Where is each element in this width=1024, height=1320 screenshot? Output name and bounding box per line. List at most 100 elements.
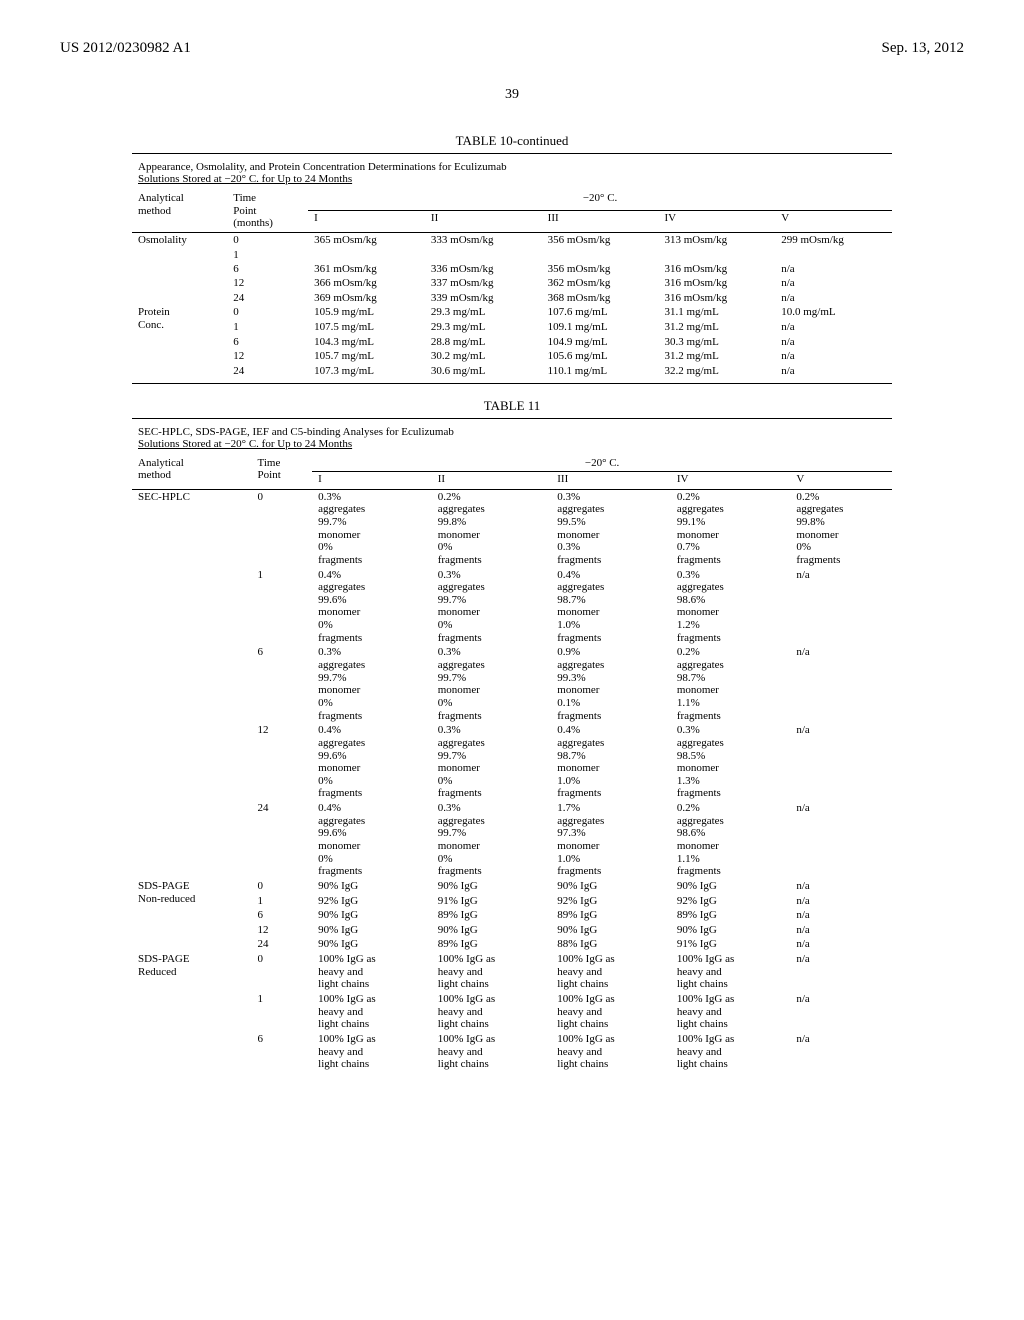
th-group: −20° C. xyxy=(308,186,892,211)
row-timepoint: 12 xyxy=(252,923,313,938)
cell-value: 100% IgG as heavy and light chains xyxy=(551,952,671,992)
cell-value: n/a xyxy=(775,276,892,291)
cell-value xyxy=(308,248,425,262)
cell-value: n/a xyxy=(790,923,892,938)
cell-value: 100% IgG as heavy and light chains xyxy=(312,952,432,992)
row-timepoint: 1 xyxy=(252,992,313,1032)
table10-subtitle1: Appearance, Osmolality, and Protein Conc… xyxy=(138,161,507,173)
cell-value: 0.2% aggregates 99.8% monomer 0% fragmen… xyxy=(790,489,892,567)
cell-value: 92% IgG xyxy=(671,894,791,909)
row-method: Osmolality xyxy=(132,232,227,305)
row-timepoint: 6 xyxy=(252,908,313,923)
cell-value: n/a xyxy=(790,894,892,909)
cell-value: 90% IgG xyxy=(551,923,671,938)
cell-value: 90% IgG xyxy=(671,879,791,894)
cell-value: 29.3 mg/mL xyxy=(425,320,542,335)
cell-value: 368 mOsm/kg xyxy=(542,291,659,306)
cell-value: 104.9 mg/mL xyxy=(542,335,659,350)
cell-value: 88% IgG xyxy=(551,937,671,952)
cell-value: 100% IgG as heavy and light chains xyxy=(671,952,791,992)
cell-value: 100% IgG as heavy and light chains xyxy=(671,992,791,1032)
cell-value: n/a xyxy=(790,992,892,1032)
row-timepoint: 0 xyxy=(252,489,313,567)
table11-subtitle1: SEC-HPLC, SDS-PAGE, IEF and C5-binding A… xyxy=(138,426,454,438)
cell-value: 336 mOsm/kg xyxy=(425,262,542,277)
cell-value: 316 mOsm/kg xyxy=(658,291,775,306)
th-method: Analytical method xyxy=(132,186,227,232)
cell-value: 90% IgG xyxy=(312,879,432,894)
cell-value: 0.3% aggregates 98.6% monomer 1.2% fragm… xyxy=(671,568,791,646)
cell-value: 30.3 mg/mL xyxy=(658,335,775,350)
cell-value xyxy=(658,248,775,262)
row-timepoint: 12 xyxy=(227,349,308,364)
cell-value: 313 mOsm/kg xyxy=(658,232,775,247)
cell-value: 369 mOsm/kg xyxy=(308,291,425,306)
cell-value: 32.2 mg/mL xyxy=(658,364,775,379)
table10: Appearance, Osmolality, and Protein Conc… xyxy=(132,153,892,384)
row-timepoint: 1 xyxy=(227,320,308,335)
cell-value: 0.4% aggregates 99.6% monomer 0% fragmen… xyxy=(312,568,432,646)
cell-value: 0.3% aggregates 99.7% monomer 0% fragmen… xyxy=(432,645,552,723)
cell-value: 92% IgG xyxy=(551,894,671,909)
cell-value: 100% IgG as heavy and light chains xyxy=(551,1032,671,1072)
cell-value: 31.2 mg/mL xyxy=(658,320,775,335)
row-timepoint: 12 xyxy=(227,276,308,291)
cell-value: 90% IgG xyxy=(312,908,432,923)
cell-value: 100% IgG as heavy and light chains xyxy=(671,1032,791,1072)
table11-subtitle2: Solutions Stored at −20° C. for Up to 24… xyxy=(138,438,352,450)
cell-value: 92% IgG xyxy=(312,894,432,909)
th-col: II xyxy=(432,471,552,489)
cell-value: 110.1 mg/mL xyxy=(542,364,659,379)
doc-number: US 2012/0230982 A1 xyxy=(60,40,191,57)
cell-value: 89% IgG xyxy=(432,937,552,952)
page-number: 39 xyxy=(60,87,964,103)
cell-value: 30.2 mg/mL xyxy=(425,349,542,364)
row-method: Protein Conc. xyxy=(132,305,227,378)
row-timepoint: 1 xyxy=(227,248,308,262)
cell-value: 90% IgG xyxy=(432,923,552,938)
cell-value: 91% IgG xyxy=(671,937,791,952)
cell-value: 31.1 mg/mL xyxy=(658,305,775,320)
cell-value: n/a xyxy=(790,801,892,879)
cell-value: 90% IgG xyxy=(312,937,432,952)
cell-value: 0.3% aggregates 99.7% monomer 0% fragmen… xyxy=(432,801,552,879)
cell-value: 105.9 mg/mL xyxy=(308,305,425,320)
cell-value: 0.2% aggregates 99.1% monomer 0.7% fragm… xyxy=(671,489,791,567)
cell-value: 356 mOsm/kg xyxy=(542,232,659,247)
th-col: I xyxy=(312,471,432,489)
th-col: III xyxy=(542,211,659,233)
th-col: I xyxy=(308,211,425,233)
cell-value: 362 mOsm/kg xyxy=(542,276,659,291)
table10-subtitle2: Solutions Stored at −20° C. for Up to 24… xyxy=(138,173,352,185)
cell-value: 365 mOsm/kg xyxy=(308,232,425,247)
cell-value: 107.3 mg/mL xyxy=(308,364,425,379)
th-time: Time Point xyxy=(252,451,313,490)
cell-value: 30.6 mg/mL xyxy=(425,364,542,379)
row-timepoint: 24 xyxy=(252,937,313,952)
row-timepoint: 24 xyxy=(227,364,308,379)
row-timepoint: 1 xyxy=(252,568,313,646)
table11-caption: TABLE 11 xyxy=(60,398,964,414)
th-col: IV xyxy=(658,211,775,233)
cell-value: 299 mOsm/kg xyxy=(775,232,892,247)
cell-value: 105.6 mg/mL xyxy=(542,349,659,364)
table10-caption: TABLE 10-continued xyxy=(60,133,964,149)
row-timepoint: 0 xyxy=(227,232,308,247)
cell-value: n/a xyxy=(775,262,892,277)
th-col: V xyxy=(790,471,892,489)
cell-value: 0.3% aggregates 99.7% monomer 0% fragmen… xyxy=(312,489,432,567)
cell-value: 333 mOsm/kg xyxy=(425,232,542,247)
cell-value: 0.4% aggregates 99.6% monomer 0% fragmen… xyxy=(312,723,432,801)
cell-value: n/a xyxy=(790,1032,892,1072)
cell-value: 90% IgG xyxy=(671,923,791,938)
cell-value: 0.2% aggregates 98.7% monomer 1.1% fragm… xyxy=(671,645,791,723)
cell-value: 29.3 mg/mL xyxy=(425,305,542,320)
cell-value: 89% IgG xyxy=(432,908,552,923)
cell-value: 0.2% aggregates 98.6% monomer 1.1% fragm… xyxy=(671,801,791,879)
cell-value xyxy=(775,248,892,262)
cell-value: 0.4% aggregates 98.7% monomer 1.0% fragm… xyxy=(551,568,671,646)
cell-value: n/a xyxy=(790,723,892,801)
cell-value: 107.5 mg/mL xyxy=(308,320,425,335)
cell-value: 316 mOsm/kg xyxy=(658,276,775,291)
cell-value: 361 mOsm/kg xyxy=(308,262,425,277)
